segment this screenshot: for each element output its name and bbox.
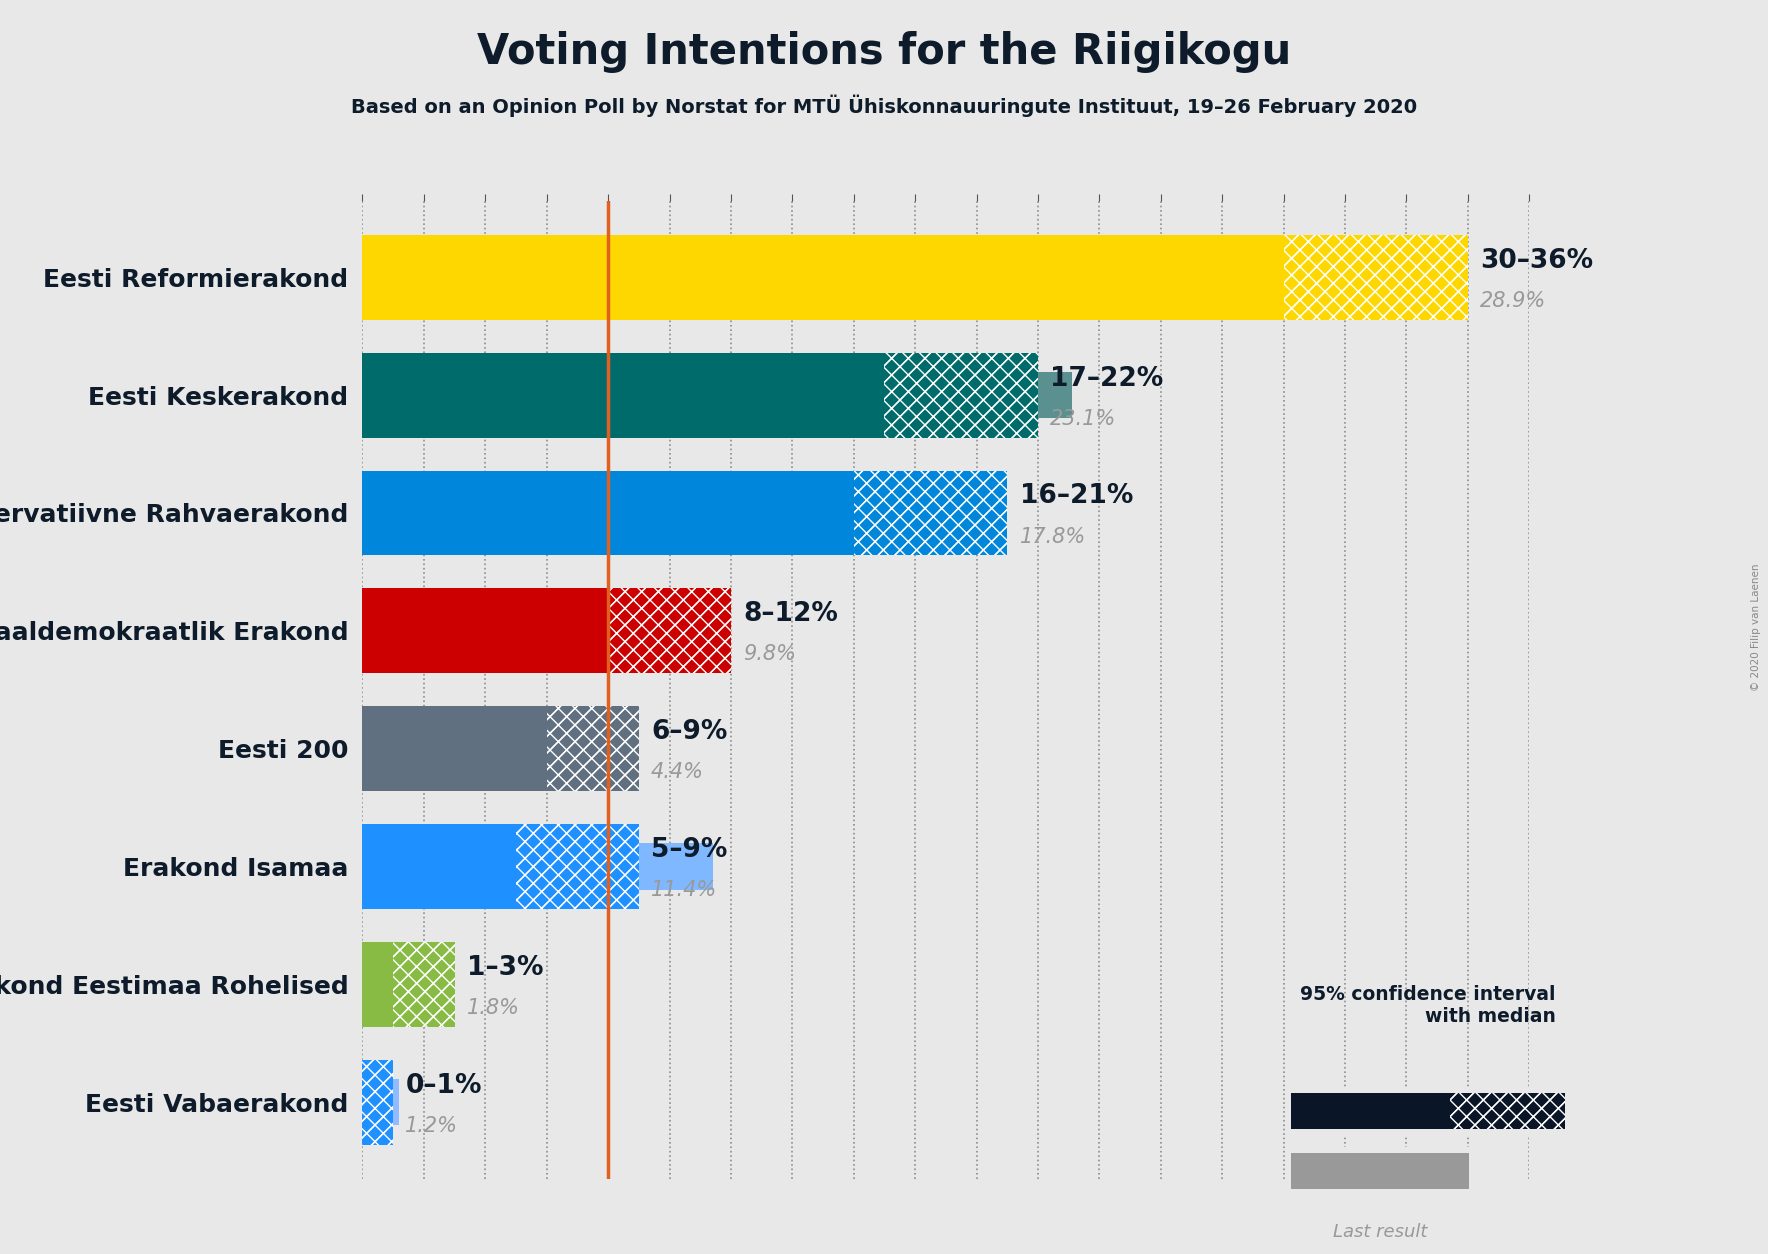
Bar bbox=[1450, 1093, 1565, 1129]
Text: 1–3%: 1–3% bbox=[467, 954, 543, 981]
Bar bbox=[546, 706, 638, 791]
Bar bbox=[1284, 234, 1467, 320]
Bar bbox=[362, 942, 392, 1027]
Bar bbox=[516, 824, 638, 909]
Bar bbox=[608, 588, 730, 673]
Text: 9.8%: 9.8% bbox=[743, 645, 796, 665]
Bar bbox=[392, 942, 454, 1027]
Text: 17–22%: 17–22% bbox=[1050, 366, 1163, 391]
Text: 95% confidence interval
with median: 95% confidence interval with median bbox=[1299, 986, 1556, 1026]
Bar bbox=[362, 607, 663, 655]
Bar bbox=[362, 489, 909, 537]
Bar bbox=[392, 942, 454, 1027]
Bar bbox=[362, 470, 854, 556]
Text: 5–9%: 5–9% bbox=[651, 836, 727, 863]
Text: 23.1%: 23.1% bbox=[1050, 409, 1117, 429]
Bar bbox=[362, 1060, 392, 1145]
Bar bbox=[546, 706, 638, 791]
Bar bbox=[854, 470, 1008, 556]
Bar bbox=[1291, 1154, 1469, 1189]
Text: Last result: Last result bbox=[1333, 1223, 1427, 1240]
Bar bbox=[362, 234, 1284, 320]
Bar bbox=[362, 961, 417, 1008]
Bar bbox=[362, 843, 713, 890]
Bar bbox=[362, 253, 1250, 301]
Text: 16–21%: 16–21% bbox=[1020, 484, 1133, 509]
Bar bbox=[362, 352, 884, 438]
Bar bbox=[362, 725, 497, 772]
Text: 8–12%: 8–12% bbox=[743, 601, 838, 627]
Text: 28.9%: 28.9% bbox=[1480, 291, 1547, 311]
Bar bbox=[362, 706, 546, 791]
Bar bbox=[362, 824, 516, 909]
Bar bbox=[362, 1078, 400, 1126]
Bar bbox=[608, 588, 730, 673]
Bar bbox=[884, 352, 1038, 438]
Text: 17.8%: 17.8% bbox=[1020, 527, 1086, 547]
Text: 0–1%: 0–1% bbox=[405, 1072, 483, 1099]
Bar bbox=[362, 371, 1071, 419]
Bar bbox=[516, 824, 638, 909]
Bar bbox=[362, 1060, 392, 1145]
Bar bbox=[854, 470, 1008, 556]
Text: 11.4%: 11.4% bbox=[651, 880, 718, 900]
Bar bbox=[1291, 1093, 1450, 1129]
Bar bbox=[884, 352, 1038, 438]
Text: © 2020 Filip van Laenen: © 2020 Filip van Laenen bbox=[1750, 563, 1761, 691]
Text: 4.4%: 4.4% bbox=[651, 762, 704, 782]
Text: 30–36%: 30–36% bbox=[1480, 248, 1593, 273]
Text: 6–9%: 6–9% bbox=[651, 719, 727, 745]
Text: 1.8%: 1.8% bbox=[467, 998, 520, 1018]
Bar bbox=[1284, 234, 1467, 320]
Bar bbox=[362, 588, 608, 673]
Text: 1.2%: 1.2% bbox=[405, 1116, 458, 1136]
Bar bbox=[1450, 1093, 1565, 1129]
Text: Based on an Opinion Poll by Norstat for MTÜ Ühiskonnauuringute Instituut, 19–26 : Based on an Opinion Poll by Norstat for … bbox=[350, 94, 1418, 117]
Text: Voting Intentions for the Riigikogu: Voting Intentions for the Riigikogu bbox=[477, 31, 1291, 73]
